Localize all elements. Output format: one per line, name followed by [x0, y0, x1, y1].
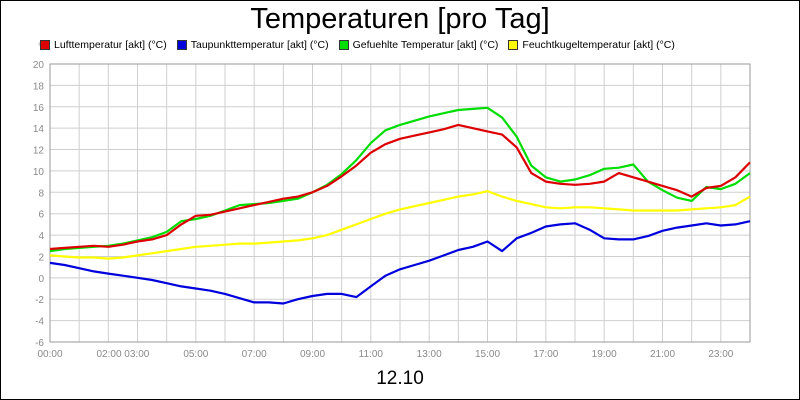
y-tick-label: -2	[35, 295, 44, 306]
date-label: 12.10	[376, 368, 424, 389]
series-line-4	[49, 190, 751, 260]
x-tick-label: 07:00	[242, 349, 267, 360]
series-line-3	[49, 106, 751, 253]
chart-title: Temperaturen [pro Tag]	[250, 3, 550, 35]
legend: Lufttemperatur [akt] (°C) Taupunkttempera…	[40, 38, 675, 52]
legend-label: Feuchtkugeltemperatur [akt] (°C)	[522, 39, 675, 51]
y-tick-label: 14	[33, 124, 45, 135]
legend-label: Taupunkttemperatur [akt] (°C)	[190, 39, 329, 51]
y-tick-label: 18	[33, 81, 45, 92]
x-tick-label: 17:00	[533, 349, 558, 360]
x-tick-label: 00:00	[37, 349, 62, 360]
x-tick-label: 11:00	[359, 349, 384, 360]
y-tick-label: 2	[38, 252, 44, 263]
y-tick-label: 10	[33, 167, 45, 178]
x-tick-label: 05:00	[183, 349, 208, 360]
legend-entry: Gefuehlte Temperatur [akt] (°C)	[338, 38, 499, 52]
x-tick-label: 19:00	[592, 349, 617, 360]
legend-entry: Taupunkttemperatur [akt] (°C)	[176, 38, 329, 52]
y-tick-label: 20	[33, 60, 45, 71]
legend-entry: Lufttemperatur [akt] (°C)	[40, 38, 167, 52]
x-tick-label: 23:00	[708, 349, 733, 360]
legend-swatch	[508, 40, 519, 50]
x-tick-label: 09:00	[300, 349, 325, 360]
y-tick-label: -4	[35, 317, 44, 328]
legend-swatch	[40, 40, 50, 50]
legend-swatch	[176, 40, 187, 50]
y-tick-label: 4	[38, 231, 44, 242]
legend-swatch	[338, 40, 349, 50]
legend-label: Gefuehlte Temperatur [akt] (°C)	[352, 39, 499, 51]
y-tick-label: 8	[38, 188, 44, 199]
y-tick-label: 0	[38, 274, 44, 285]
plot-border	[49, 63, 751, 343]
x-tick-label: 21:00	[650, 349, 675, 360]
y-tick-label: 12	[33, 146, 45, 157]
x-tick-label: 15:00	[475, 349, 500, 360]
x-tick-label: 13:00	[417, 349, 442, 360]
y-tick-label: 6	[38, 210, 44, 221]
legend-label: Lufttemperatur [akt] (°C)	[54, 39, 167, 51]
x-tick-label: 02:00 03:00	[97, 349, 150, 360]
legend-entry: Feuchtkugeltemperatur [akt] (°C)	[508, 38, 675, 52]
y-tick-label: 16	[33, 103, 45, 114]
series-line-1	[49, 123, 751, 251]
series-line-2	[49, 220, 751, 305]
y-tick-label: -6	[35, 338, 44, 349]
